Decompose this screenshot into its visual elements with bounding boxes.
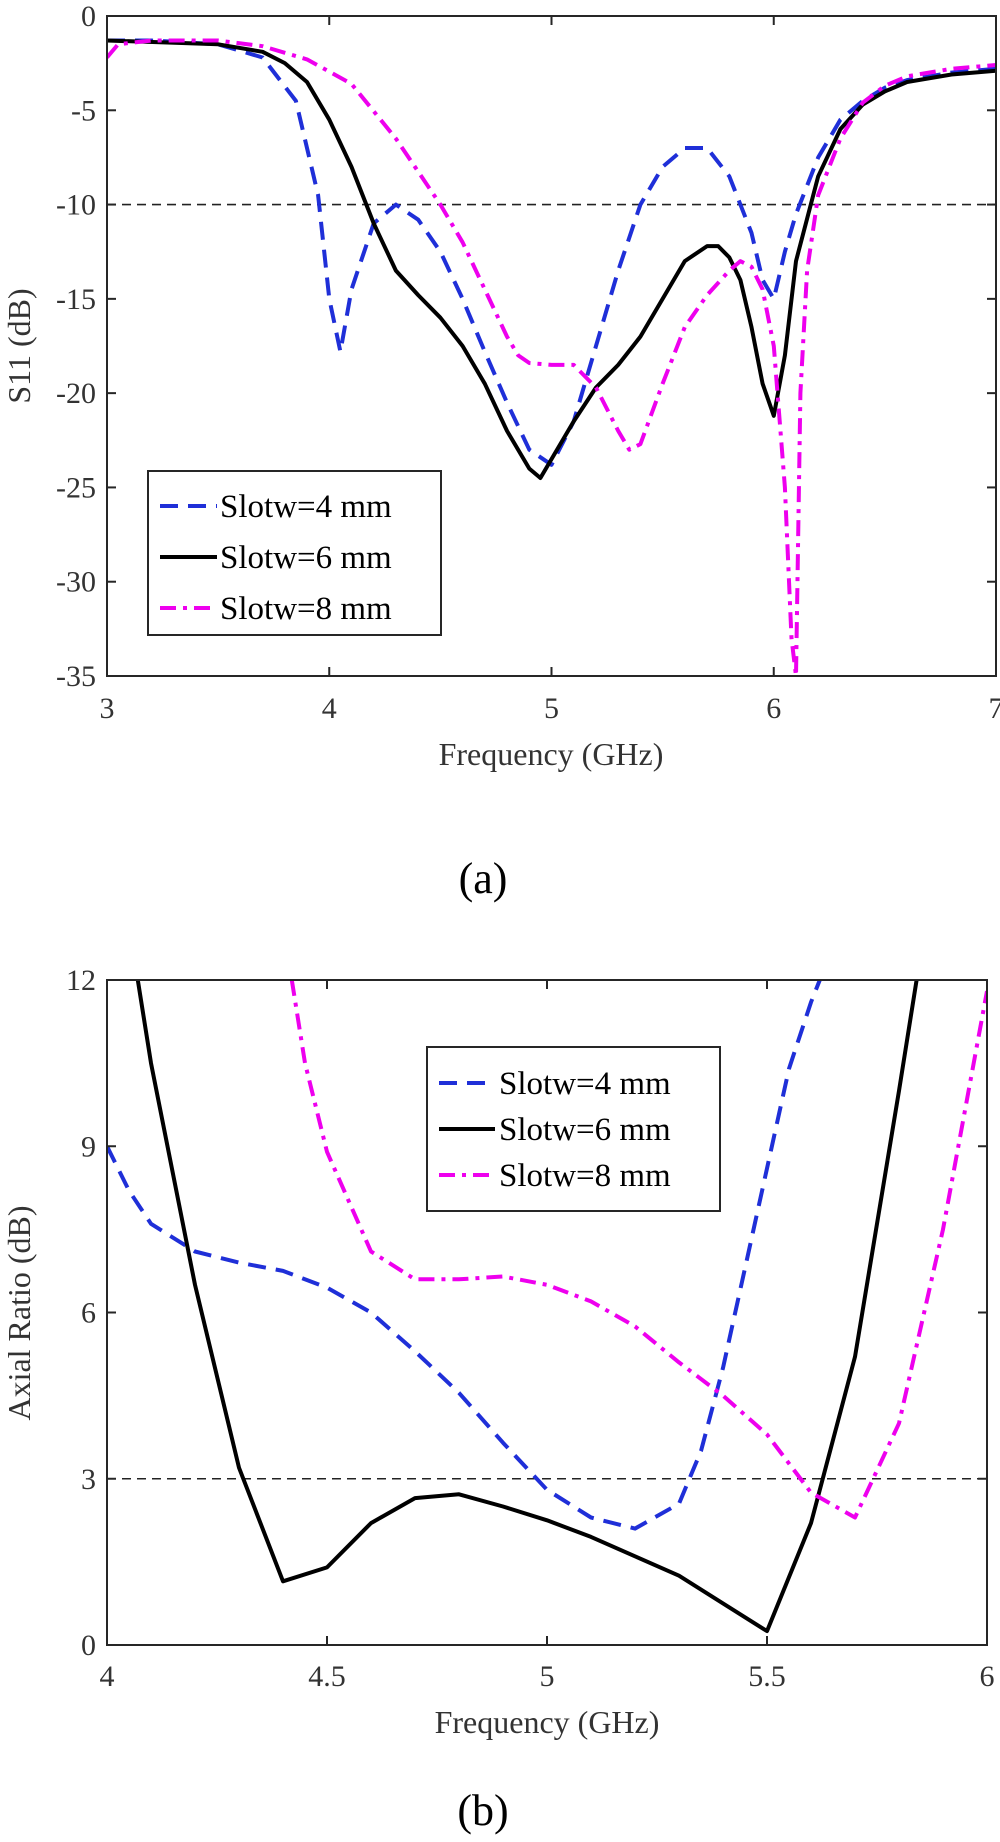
- b-series-line-slotw-6-mm: [135, 980, 919, 1634]
- b-y-tick-label: 6: [81, 1297, 96, 1330]
- b-legend-label-slotw-6: Slotw=6 mm: [499, 1112, 671, 1148]
- a-series-line-slotw-6-mm: [107, 38, 996, 480]
- b-y-tick-label: 9: [81, 1130, 96, 1163]
- a-y-tick-label: -30: [56, 566, 96, 599]
- a-legend-label-slotw-6: Slotw=6 mm: [220, 540, 392, 576]
- b-series-line-slotw-8-mm: [289, 980, 987, 1520]
- a-x-tick-label: 7: [989, 692, 1000, 725]
- a-series-line-slotw-8-mm: [107, 38, 996, 676]
- panel-b-axial-ratio: 0 3 6 9 12 4 4.5 5 5.5 6 Frequency (GHz) Axial R…: [1, 964, 995, 1835]
- a-legend: Slotw=4 mm Slotw=6 mm Slotw=8 mm: [147, 470, 442, 636]
- b-y-axis-label: Axial Ratio (dB): [1, 1205, 37, 1420]
- a-y-tick-label: -5: [71, 94, 96, 127]
- b-legend-label-slotw-4: Slotw=4 mm: [499, 1066, 671, 1102]
- a-panel-label: (a): [459, 854, 508, 903]
- panel-a-s11: 0 -5 -10 -15 -20 -25 -30 -35 3 4 5 6 7 Frequency (G…: [1, 0, 1000, 903]
- a-y-tick-label: -35: [56, 660, 96, 693]
- b-legend-label-slotw-8: Slotw=8 mm: [499, 1158, 671, 1194]
- b-y-tick-label: 12: [66, 964, 96, 997]
- b-x-axis-label: Frequency (GHz): [435, 1704, 660, 1740]
- b-x-tick-label: 4: [100, 1660, 115, 1693]
- a-y-tick-label: 0: [81, 0, 96, 33]
- a-y-tick-labels: 0 -5 -10 -15 -20 -25 -30 -35: [56, 0, 96, 693]
- b-legend: Slotw=4 mm Slotw=6 mm Slotw=8 mm: [426, 1046, 721, 1212]
- b-x-tick-label: 5.5: [748, 1660, 786, 1693]
- b-x-tick-labels: 4 4.5 5 5.5 6: [100, 1660, 995, 1693]
- b-plot-marks: [107, 980, 987, 1634]
- a-plot-marks: [107, 38, 996, 676]
- a-tick-marks: [106, 15, 997, 677]
- b-x-tick-label: 4.5: [308, 1660, 346, 1693]
- b-y-tick-label: 3: [81, 1463, 96, 1496]
- a-y-tick-label: -20: [56, 377, 96, 410]
- b-x-tick-label: 6: [980, 1660, 995, 1693]
- a-x-tick-label: 4: [322, 692, 337, 725]
- a-x-axis-label: Frequency (GHz): [439, 736, 664, 772]
- a-y-tick-label: -10: [56, 189, 96, 222]
- a-y-axis-label: S11 (dB): [1, 288, 37, 403]
- b-y-tick-label: 0: [81, 1629, 96, 1662]
- a-series-line-slotw-4-mm: [107, 38, 996, 467]
- a-y-tick-label: -25: [56, 471, 96, 504]
- a-x-tick-labels: 3 4 5 6 7: [100, 692, 1000, 725]
- a-x-tick-label: 5: [544, 692, 559, 725]
- a-legend-label-slotw-4: Slotw=4 mm: [220, 489, 392, 525]
- a-x-tick-label: 6: [766, 692, 781, 725]
- b-panel-label: (b): [457, 1786, 508, 1835]
- b-x-tick-label: 5: [540, 1660, 555, 1693]
- a-y-tick-label: -15: [56, 283, 96, 316]
- b-tick-marks: [106, 979, 988, 1646]
- b-series-line-slotw-4-mm: [107, 980, 822, 1531]
- a-x-tick-label: 3: [100, 692, 115, 725]
- b-y-tick-labels: 0 3 6 9 12: [66, 964, 96, 1662]
- a-legend-label-slotw-8: Slotw=8 mm: [220, 591, 392, 627]
